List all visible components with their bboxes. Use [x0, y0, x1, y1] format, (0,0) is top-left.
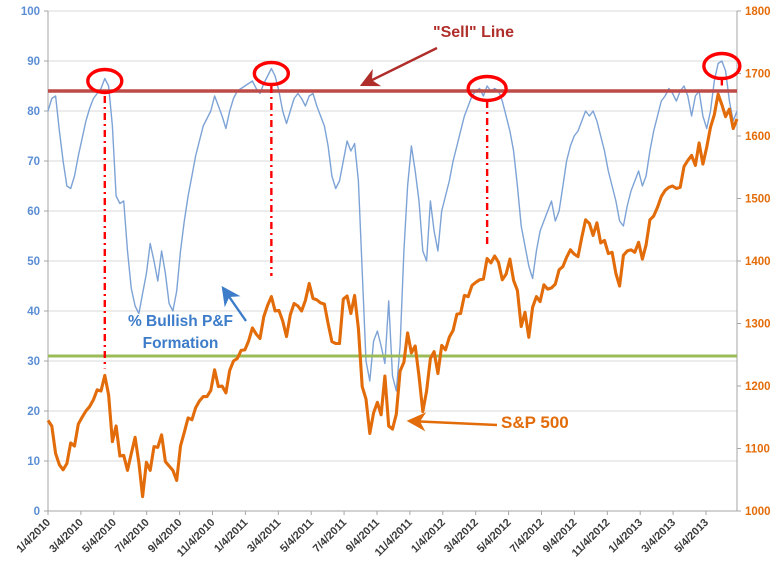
left-axis-tick-label: 10	[27, 456, 40, 468]
sell-signal-circle	[466, 74, 508, 103]
right-axis-tick-label: 1800	[745, 6, 771, 18]
x-axis-tick-label: 1/4/2012	[409, 517, 448, 556]
left-axis-tick-label: 50	[27, 256, 40, 268]
bullish-percent-series-line	[47, 60, 738, 392]
x-axis-tick-label: 5/4/2012	[475, 517, 514, 556]
right-axis-tick-label: 1500	[745, 194, 771, 206]
sell-signal-circle	[86, 67, 124, 95]
right-axis-tick-label: 1000	[745, 506, 771, 518]
bullish-label-arrow	[221, 286, 247, 322]
left-axis-tick-label: 40	[27, 306, 40, 318]
bullish-label-line1: % Bullish P&F	[127, 313, 234, 330]
sp500-label-arrow	[406, 412, 498, 432]
right-axis-tick-label: 1300	[745, 319, 771, 331]
x-axis-tick-label: 7/4/2011	[311, 517, 349, 555]
left-axis-tick-label: 20	[27, 406, 40, 418]
left-axis-tick-label: 80	[27, 106, 40, 118]
left-axis-tick-label: 30	[27, 356, 40, 368]
right-axis-tick-label: 1600	[745, 131, 771, 143]
x-axis-tick-label: 3/4/2013	[639, 517, 678, 556]
right-axis-tick-label: 1700	[745, 69, 771, 81]
left-axis-tick-label: 0	[34, 506, 40, 518]
x-axis-tick-label: 1/4/2010	[14, 517, 53, 556]
right-axis-tick-label: 1400	[745, 256, 771, 268]
x-axis-tick-label: 7/4/2010	[113, 517, 152, 556]
x-axis-tick-label: 1/4/2013	[607, 517, 646, 556]
sell-label-arrow	[359, 46, 438, 87]
bullish-percent-series-label: % Bullish P&F Formation	[108, 311, 253, 355]
x-axis-tick-label: 3/4/2011	[245, 517, 283, 555]
x-axis-tick-label: 5/4/2013	[672, 517, 711, 556]
left-axis-tick-label: 90	[27, 56, 40, 68]
x-axis-tick-label: 3/4/2012	[442, 517, 481, 556]
bullish-label-line2: Formation	[142, 335, 219, 352]
x-axis-tick-label: 1/4/2011	[212, 517, 250, 555]
right-axis-tick-label: 1100	[745, 444, 770, 456]
left-axis-tick-label: 100	[21, 6, 40, 18]
x-axis-tick-label: 5/4/2011	[278, 517, 316, 555]
left-axis-tick-label: 60	[27, 206, 40, 218]
sell-line-label: "Sell" Line	[433, 24, 514, 41]
right-axis-tick-label: 1200	[745, 381, 771, 393]
sell-signal-circle	[702, 51, 742, 81]
sp500-series-line	[46, 92, 739, 499]
sp500-series-label: S&P 500	[501, 413, 569, 432]
x-axis-tick-label: 5/4/2010	[80, 517, 119, 556]
left-axis-tick-label: 70	[27, 156, 40, 168]
x-axis-tick-label: 7/4/2012	[508, 517, 547, 556]
sell-signal-circle	[252, 60, 291, 87]
x-axis-tick-label: 3/4/2010	[47, 517, 86, 556]
